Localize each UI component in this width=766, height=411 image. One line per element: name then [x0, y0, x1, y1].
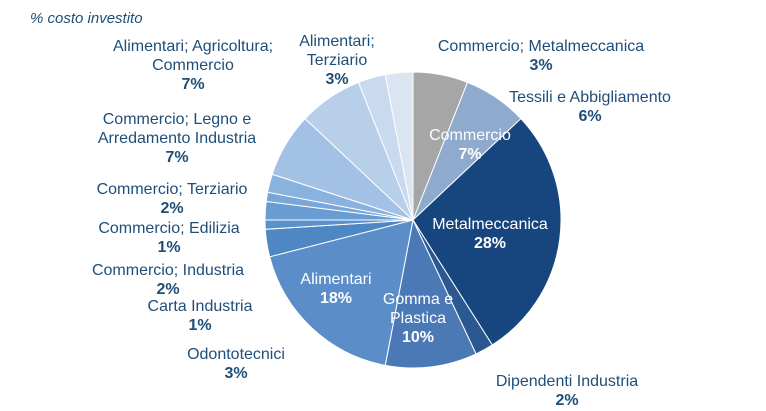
pie-slice — [269, 219, 414, 366]
slice-label: Alimentari 18% — [286, 270, 386, 308]
category-label: Commercio; Terziario — [96, 181, 248, 198]
category-label: Tessili e Abbigliamento — [509, 89, 671, 106]
pie-slice — [384, 218, 477, 369]
slice-label: Alimentari; Agricoltura; Commercio 7% — [88, 37, 298, 94]
category-label: Odontotecnici — [187, 346, 285, 363]
slice-label: Dipendenti Industria 2% — [467, 372, 667, 410]
value-label: 18% — [319, 290, 353, 307]
value-label: 7% — [458, 146, 482, 163]
category-label: Alimentari; Terziario — [299, 33, 375, 69]
slice-label: Commercio; Industria 2% — [68, 261, 268, 299]
chart-subtitle: % costo investito — [30, 10, 143, 27]
value-label: 3% — [325, 71, 349, 88]
value-label: 1% — [157, 239, 181, 256]
category-label: Commercio; Industria — [91, 262, 245, 279]
value-label: 1% — [188, 317, 212, 334]
value-label: 3% — [224, 365, 248, 382]
slice-label: Metalmeccanica 28% — [415, 215, 565, 253]
value-label: 10% — [401, 329, 435, 346]
value-label: 2% — [555, 392, 579, 409]
pie-slice — [412, 117, 562, 346]
value-label: 6% — [578, 108, 602, 125]
slice-label: Carta Industria 1% — [120, 297, 280, 335]
category-label: Alimentari — [300, 271, 372, 288]
category-label: Commercio; Edilizia — [98, 220, 240, 237]
category-label: Commercio; Legno e Arredamento Industria — [97, 111, 257, 147]
value-label: 3% — [529, 57, 553, 74]
category-label: Dipendenti Industria — [495, 373, 639, 390]
slice-label: Commercio; Edilizia 1% — [69, 219, 269, 257]
value-label: 2% — [160, 200, 184, 217]
slice-label: Commercio 7% — [415, 126, 525, 164]
slice-label: Commercio; Terziario 2% — [72, 180, 272, 218]
slice-label: Alimentari; Terziario 3% — [287, 32, 387, 89]
category-label: Alimentari; Agricoltura; Commercio — [112, 38, 274, 74]
slice-label: Commercio; Metalmeccanica 3% — [406, 37, 676, 75]
slice-label: Tessili e Abbigliamento 6% — [480, 88, 700, 126]
pie-slice — [384, 71, 414, 221]
category-label: Metalmeccanica — [432, 216, 548, 233]
slice-label: Gomma e Plastica 10% — [378, 290, 458, 347]
slice-label: Commercio; Legno e Arredamento Industria… — [77, 110, 277, 167]
category-label: Carta Industria — [147, 298, 253, 315]
category-label: Commercio — [429, 127, 511, 144]
value-label: 28% — [473, 235, 507, 252]
value-label: 7% — [181, 76, 205, 93]
value-label: 2% — [156, 281, 180, 298]
category-label: Commercio; Metalmeccanica — [437, 38, 645, 55]
category-label: Gomma e Plastica — [382, 291, 454, 327]
slice-label: Odontotecnici 3% — [166, 345, 306, 383]
value-label: 7% — [165, 149, 189, 166]
